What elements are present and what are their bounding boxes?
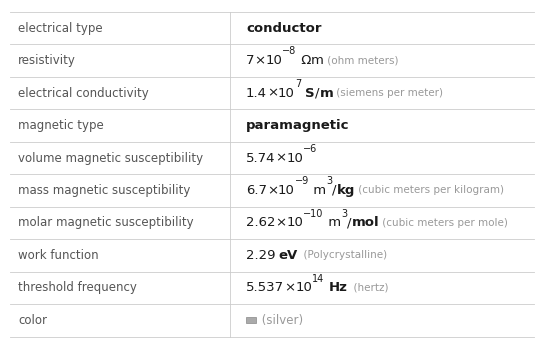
Text: 5.74: 5.74 xyxy=(246,152,275,165)
Text: ×: × xyxy=(267,184,278,197)
Text: −9: −9 xyxy=(295,176,309,186)
Text: 10: 10 xyxy=(265,54,282,67)
Text: ×: × xyxy=(255,54,265,67)
Text: electrical type: electrical type xyxy=(18,22,103,35)
Text: resistivity: resistivity xyxy=(18,54,76,67)
Text: Hz: Hz xyxy=(329,282,348,294)
Text: /: / xyxy=(347,217,351,230)
Text: 3: 3 xyxy=(341,209,347,219)
Text: ×: × xyxy=(275,217,287,230)
Text: 1.4: 1.4 xyxy=(246,87,267,100)
Text: 6.7: 6.7 xyxy=(246,184,267,197)
Text: 5.537: 5.537 xyxy=(246,282,284,294)
Text: electrical conductivity: electrical conductivity xyxy=(18,87,149,100)
Text: ×: × xyxy=(267,87,278,100)
Text: mass magnetic susceptibility: mass magnetic susceptibility xyxy=(18,184,190,197)
Text: m: m xyxy=(319,87,333,100)
Text: ×: × xyxy=(275,152,287,165)
Text: 7: 7 xyxy=(246,54,255,67)
Text: 7: 7 xyxy=(295,79,301,89)
Text: kg: kg xyxy=(337,184,355,197)
Text: −6: −6 xyxy=(304,144,318,154)
Text: 14: 14 xyxy=(312,274,324,284)
Text: volume magnetic susceptibility: volume magnetic susceptibility xyxy=(18,152,203,165)
Text: 10: 10 xyxy=(278,87,295,100)
Text: m: m xyxy=(311,54,324,67)
Text: −10: −10 xyxy=(304,209,324,219)
Text: 10: 10 xyxy=(287,217,304,230)
Text: Ω: Ω xyxy=(296,54,311,67)
Text: eV: eV xyxy=(278,249,297,262)
Text: (cubic meters per kilogram): (cubic meters per kilogram) xyxy=(355,186,504,196)
Text: (siemens per meter): (siemens per meter) xyxy=(333,88,443,98)
Text: (hertz): (hertz) xyxy=(348,283,389,293)
Text: /: / xyxy=(315,87,319,100)
Text: threshold frequency: threshold frequency xyxy=(18,282,137,294)
Text: 10: 10 xyxy=(287,152,304,165)
Text: m: m xyxy=(324,217,341,230)
Bar xyxy=(246,317,256,323)
Text: S: S xyxy=(305,87,315,100)
Text: 3: 3 xyxy=(326,176,332,186)
Text: paramagnetic: paramagnetic xyxy=(246,119,349,132)
Text: 10: 10 xyxy=(278,184,295,197)
Text: (silver): (silver) xyxy=(258,314,304,327)
Text: m: m xyxy=(309,184,326,197)
Text: magnetic type: magnetic type xyxy=(18,119,104,132)
Text: (ohm meters): (ohm meters) xyxy=(324,56,398,66)
Text: 2.62: 2.62 xyxy=(246,217,275,230)
Text: (Polycrystalline): (Polycrystalline) xyxy=(297,251,387,260)
Text: 10: 10 xyxy=(295,282,312,294)
Text: ×: × xyxy=(284,282,295,294)
Text: /: / xyxy=(332,184,337,197)
Text: −8: −8 xyxy=(282,47,296,56)
Text: 2.29: 2.29 xyxy=(246,249,278,262)
Text: conductor: conductor xyxy=(246,22,322,35)
Text: (cubic meters per mole): (cubic meters per mole) xyxy=(379,218,508,228)
Text: work function: work function xyxy=(18,249,98,262)
Text: mol: mol xyxy=(351,217,379,230)
Text: color: color xyxy=(18,314,47,327)
Text: molar magnetic susceptibility: molar magnetic susceptibility xyxy=(18,217,194,230)
